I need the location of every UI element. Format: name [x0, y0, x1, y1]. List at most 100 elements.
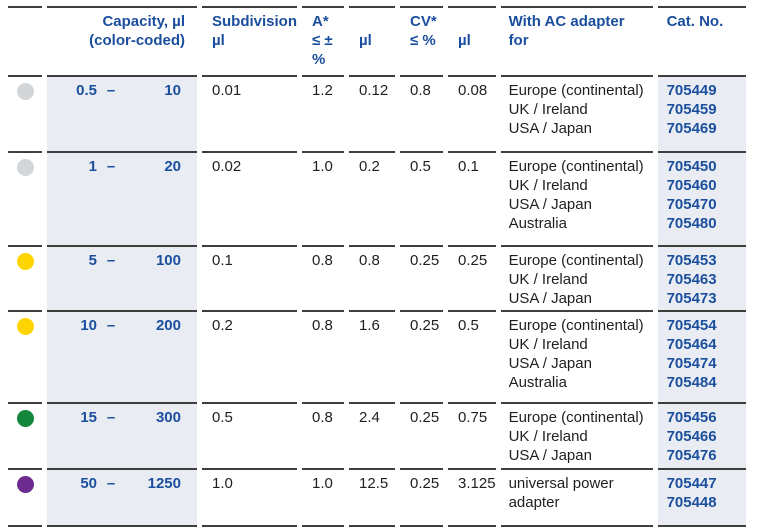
- adapter-cell: Europe (continental) UK / Ireland USA / Ja…: [500, 404, 653, 470]
- adapter-line: adapter: [508, 494, 560, 511]
- cat-no-value: 705449: [666, 82, 717, 99]
- table-row: 0.5–10 0.01 1.2 0.12 0.8 0.08 Europe (continen…: [8, 77, 746, 153]
- header-accuracy-line1: A*: [312, 13, 329, 30]
- accuracy-pct-cell: 0.8: [302, 312, 345, 404]
- table-row: 1–20 0.02 1.0 0.2 0.5 0.1 Europe (continental)…: [8, 153, 746, 247]
- adapter-line: universal power: [508, 475, 614, 492]
- color-dot-green: [16, 410, 34, 427]
- adapter-line: Europe (continental): [508, 409, 644, 426]
- header-adapter-line1: With AC adapter: [508, 13, 625, 30]
- color-code-cell: [8, 77, 42, 153]
- color-dot-purple: [16, 476, 34, 493]
- cv-pct-cell: 0.25: [400, 247, 444, 312]
- cat-no-value: 705464: [666, 336, 717, 353]
- header-accuracy-ul: µl: [349, 6, 396, 77]
- header-adapter-line2: for: [508, 32, 529, 49]
- adapter-line: USA / Japan: [508, 120, 592, 137]
- capacity-dash: –: [106, 82, 116, 99]
- accuracy-pct-cell: 0.8: [302, 247, 345, 312]
- subdivision-cell: 0.02: [202, 153, 298, 247]
- adapter-line: USA / Japan: [508, 290, 592, 307]
- cat-no-value: 705473: [666, 290, 717, 307]
- adapter-cell: Europe (continental) UK / Ireland USA / Ja…: [500, 312, 653, 404]
- adapter-line: Europe (continental): [508, 252, 644, 269]
- header-subdivision-line1: Subdivision: [212, 13, 298, 30]
- adapter-line: Europe (continental): [508, 82, 644, 99]
- capacity-max: 10: [164, 82, 181, 99]
- cat-no-value: 705470: [666, 196, 717, 213]
- adapter-line: USA / Japan: [508, 196, 592, 213]
- header-adapter: With AC adapter for: [500, 6, 653, 77]
- subdivision-cell: 1.0: [202, 470, 298, 527]
- capacity-min: 50: [80, 475, 97, 492]
- header-subdivision-line2: µl: [212, 32, 225, 49]
- cv-pct-cell: 0.25: [400, 312, 444, 404]
- accuracy-ul-cell: 1.6: [349, 312, 396, 404]
- adapter-cell: Europe (continental) UK / Ireland USA / Ja…: [500, 247, 653, 312]
- adapter-line: USA / Japan: [508, 447, 592, 464]
- color-code-cell: [8, 247, 42, 312]
- capacity-min: 15: [80, 409, 97, 426]
- capacity-cell: 5– 100: [47, 247, 197, 312]
- cat-no-cell: 705450 705460 705470 705480: [657, 153, 746, 247]
- cv-ul-cell: 0.08: [448, 77, 496, 153]
- header-accuracy-line2: ≤ ± %: [312, 32, 333, 68]
- table-row: 5–100 0.1 0.8 0.8 0.25 0.25 Europe (continenta…: [8, 247, 746, 312]
- capacity-max: 20: [164, 158, 181, 175]
- adapter-line: UK / Ireland: [508, 428, 588, 445]
- capacity-min: 0.5: [76, 82, 97, 99]
- accuracy-ul-cell: 0.12: [349, 77, 396, 153]
- capacity-cell: 1– 20: [47, 153, 197, 247]
- color-code-cell: [8, 153, 42, 247]
- cat-no-value: 705456: [666, 409, 717, 426]
- table-row: 50–1250 1.0 1.0 12.5 0.25 3.125 universal powe…: [8, 470, 746, 527]
- subdivision-cell: 0.01: [202, 77, 298, 153]
- adapter-cell: universal power adapter: [500, 470, 653, 527]
- color-code-cell: [8, 404, 42, 470]
- capacity-cell: 0.5– 10: [47, 77, 197, 153]
- color-dot-yellow: [16, 318, 34, 335]
- cat-no-value: 705459: [666, 101, 717, 118]
- table-row: 15–300 0.5 0.8 2.4 0.25 0.75 Europe (continent…: [8, 404, 746, 470]
- cat-no-cell: 705447 705448: [657, 470, 746, 527]
- header-cv: CV* ≤ %: [400, 6, 444, 77]
- adapter-line: Australia: [508, 374, 567, 391]
- color-dot-light-gray: [16, 83, 34, 100]
- capacity-dash: –: [106, 317, 116, 334]
- cv-ul-cell: 0.25: [448, 247, 496, 312]
- capacity-dash: –: [106, 475, 116, 492]
- cat-no-value: 705474: [666, 355, 717, 372]
- cat-no-value: 705450: [666, 158, 717, 175]
- adapter-line: Europe (continental): [508, 317, 644, 334]
- accuracy-ul-cell: 2.4: [349, 404, 396, 470]
- cv-ul-cell: 0.1: [448, 153, 496, 247]
- accuracy-ul-cell: 12.5: [349, 470, 396, 527]
- cv-pct-cell: 0.25: [400, 470, 444, 527]
- capacity-max: 300: [155, 409, 181, 426]
- header-accuracy-ul-label: µl: [359, 32, 372, 49]
- cat-no-value: 705480: [666, 215, 717, 232]
- cat-no-cell: 705449 705459 705469: [657, 77, 746, 153]
- cv-ul-cell: 0.5: [448, 312, 496, 404]
- accuracy-pct-cell: 1.0: [302, 153, 345, 247]
- header-capacity-line1: Capacity, µl: [102, 13, 185, 30]
- cat-no-cell: 705454 705464 705474 705484: [657, 312, 746, 404]
- adapter-cell: Europe (continental) UK / Ireland USA / Ja…: [500, 77, 653, 153]
- adapter-line: USA / Japan: [508, 355, 592, 372]
- adapter-line: Australia: [508, 215, 567, 232]
- header-color-code: [8, 6, 42, 77]
- cat-no-value: 705476: [666, 447, 717, 464]
- adapter-line: UK / Ireland: [508, 271, 588, 288]
- cat-no-cell: 705453 705463 705473: [657, 247, 746, 312]
- header-accuracy: A* ≤ ± %: [302, 6, 345, 77]
- capacity-cell: 15– 300: [47, 404, 197, 470]
- header-cv-line1: CV*: [410, 13, 437, 30]
- cat-no-value: 705466: [666, 428, 717, 445]
- capacity-dash: –: [106, 252, 116, 269]
- cat-no-value: 705460: [666, 177, 717, 194]
- capacity-max: 100: [155, 252, 181, 269]
- header-cv-line2: ≤ %: [410, 32, 436, 49]
- adapter-cell: Europe (continental) UK / Ireland USA / Ja…: [500, 153, 653, 247]
- header-subdivision: Subdivision µl: [202, 6, 298, 77]
- cat-no-value: 705469: [666, 120, 717, 137]
